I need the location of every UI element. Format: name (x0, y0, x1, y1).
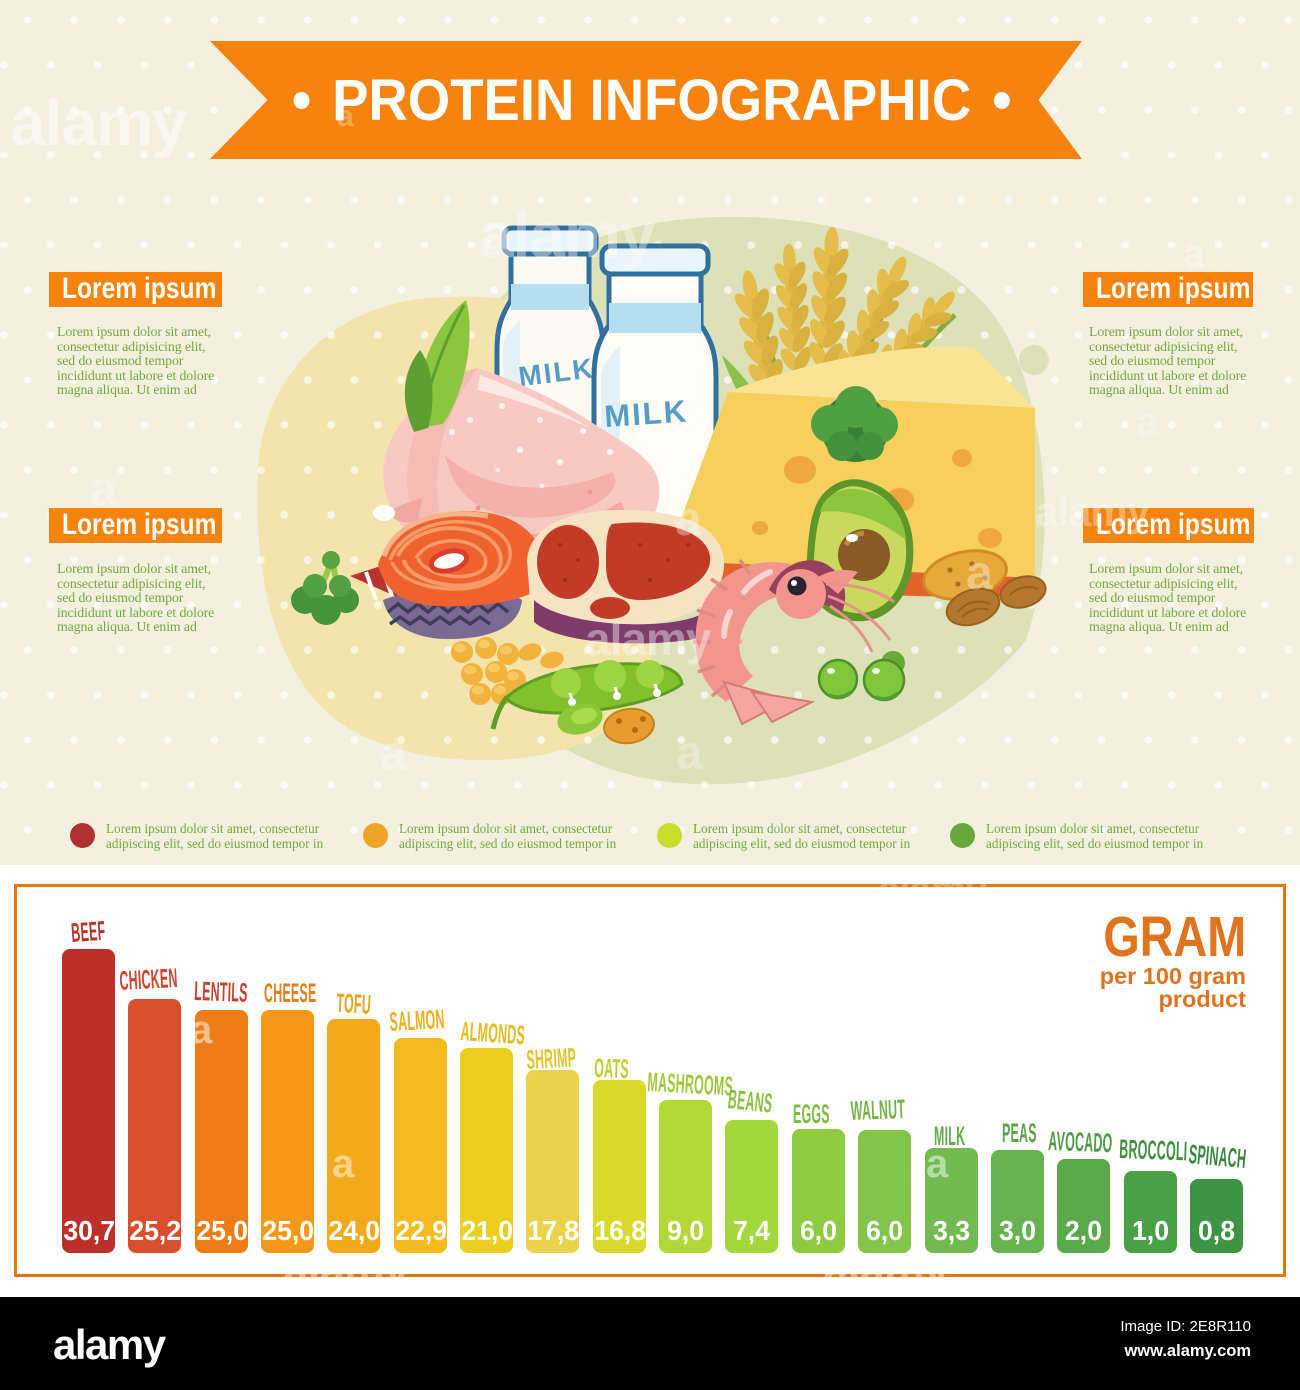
svg-text:MILK: MILK (603, 393, 689, 434)
